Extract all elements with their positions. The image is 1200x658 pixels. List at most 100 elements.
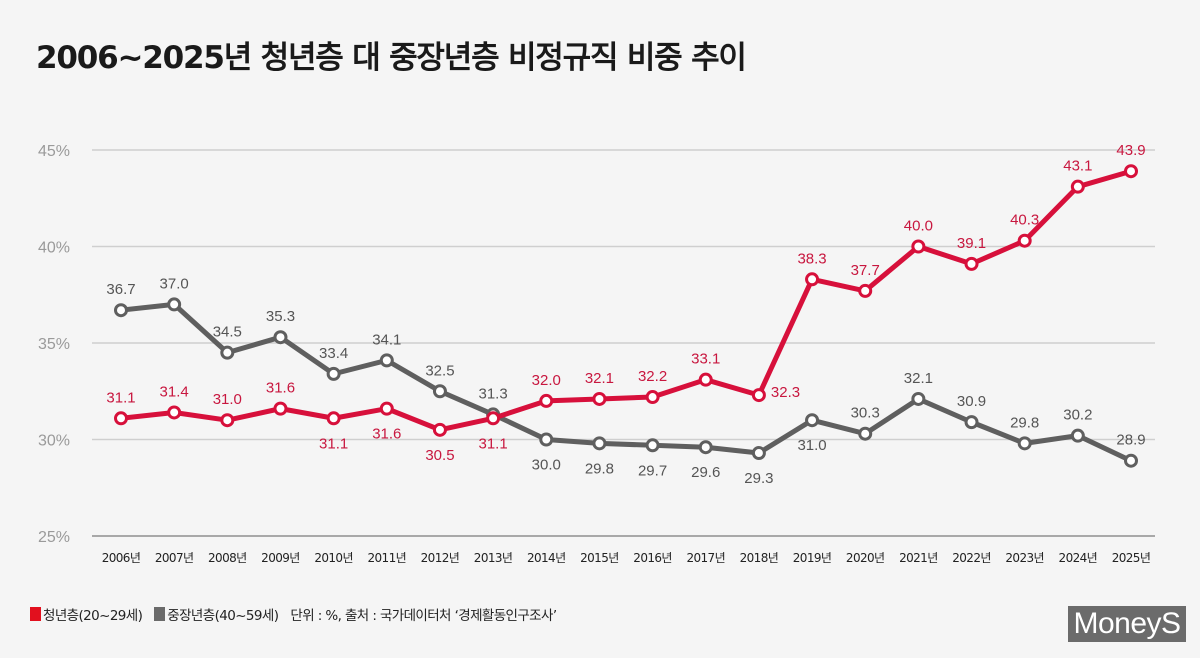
data-point-middle xyxy=(220,345,235,360)
data-point-youth xyxy=(379,401,394,416)
data-label-middle: 29.6 xyxy=(691,464,720,481)
data-label-youth: 40.3 xyxy=(1010,212,1039,229)
data-label-middle: 30.9 xyxy=(957,393,986,410)
data-label-youth: 40.0 xyxy=(904,218,933,235)
data-label-youth: 43.9 xyxy=(1116,142,1145,159)
series-line-middle xyxy=(120,301,1133,463)
data-label-middle: 28.9 xyxy=(1116,432,1145,449)
data-point-youth xyxy=(858,283,873,298)
data-point-youth xyxy=(114,411,128,426)
data-label-middle: 32.1 xyxy=(904,370,933,387)
data-point-middle xyxy=(911,391,926,406)
x-tick-label: 2015년 xyxy=(580,551,619,565)
data-label-middle: 34.5 xyxy=(213,324,242,341)
legend-item-middle: 중장년층(40~59세) xyxy=(154,604,279,624)
data-label-middle: 31.0 xyxy=(797,437,826,454)
gridlines xyxy=(92,149,1155,537)
x-tick-label: 2020년 xyxy=(846,551,885,565)
data-point-youth xyxy=(751,388,766,403)
data-point-middle xyxy=(379,353,394,368)
x-tick-label: 2011년 xyxy=(367,551,406,565)
data-point-middle xyxy=(645,438,660,453)
data-point-youth xyxy=(486,411,501,426)
data-point-youth xyxy=(326,411,341,426)
data-point-youth xyxy=(273,401,288,416)
data-point-youth xyxy=(539,393,554,408)
y-tick-label: 35% xyxy=(38,336,70,353)
data-label-middle: 29.3 xyxy=(744,470,773,487)
x-tick-label: 2022년 xyxy=(952,551,991,565)
data-point-youth xyxy=(805,272,820,287)
line-chart: 25% 30% 35% 40% 45% 2006년 2007년 2008년 2009년 2010… xyxy=(38,142,1155,565)
data-point-middle xyxy=(1124,453,1138,468)
data-label-youth: 31.6 xyxy=(372,426,401,443)
data-point-middle xyxy=(326,366,341,381)
data-label-youth: 39.1 xyxy=(957,235,986,252)
x-tick-label: 2017년 xyxy=(686,551,725,565)
chart-title: 2006~2025년 청년층 대 중장년층 비정규직 비중 추이 xyxy=(36,40,747,76)
data-point-youth xyxy=(432,422,447,437)
x-axis-ticks: 2006년 2007년 2008년 2009년 2010년 2011년 2012년 2013년… xyxy=(102,551,1151,565)
data-point-middle xyxy=(964,415,979,430)
data-label-youth: 30.5 xyxy=(425,447,454,464)
data-label-middle: 35.3 xyxy=(266,308,295,325)
data-label-middle: 36.7 xyxy=(106,281,135,298)
data-label-youth: 31.1 xyxy=(106,389,135,406)
data-label-middle: 30.0 xyxy=(532,457,561,474)
data-label-middle: 29.7 xyxy=(638,462,667,479)
x-tick-label: 2014년 xyxy=(527,551,566,565)
data-label-middle: 34.1 xyxy=(372,331,401,348)
data-label-youth: 37.7 xyxy=(851,262,880,279)
data-point-youth xyxy=(1017,233,1032,248)
data-point-middle xyxy=(592,436,607,451)
x-tick-label: 2010년 xyxy=(314,551,353,565)
data-point-middle xyxy=(1017,436,1032,451)
data-point-youth xyxy=(964,256,979,271)
data-label-youth: 32.3 xyxy=(771,384,800,401)
legend-label-youth: 청년층(20~29세) xyxy=(43,608,143,624)
x-tick-label: 2018년 xyxy=(740,551,779,565)
data-label-youth: 31.1 xyxy=(479,435,508,452)
x-tick-label: 2016년 xyxy=(633,551,672,565)
data-point-middle xyxy=(858,426,873,441)
series-youth xyxy=(114,164,1138,437)
x-tick-label: 2023년 xyxy=(1005,551,1044,565)
legend-label-middle: 중장년층(40~59세) xyxy=(167,608,279,624)
data-label-middle: 29.8 xyxy=(1010,414,1039,431)
data-point-middle xyxy=(167,297,182,312)
data-point-middle xyxy=(1070,428,1085,443)
data-point-youth xyxy=(645,390,660,405)
data-label-middle: 30.2 xyxy=(1063,407,1092,424)
data-point-middle xyxy=(432,384,447,399)
data-label-middle: 32.5 xyxy=(425,362,454,379)
series-line-youth xyxy=(120,168,1132,433)
data-label-youth: 31.4 xyxy=(160,383,189,400)
data-labels: 31.1 31.4 31.0 31.6 31.1 31.6 30.5 31.1 32.0 32.1… xyxy=(106,142,1145,487)
data-label-youth: 38.3 xyxy=(797,250,826,267)
data-point-middle xyxy=(114,303,128,318)
data-label-youth: 31.1 xyxy=(319,435,348,452)
y-tick-label: 40% xyxy=(38,240,70,257)
x-tick-label: 2021년 xyxy=(899,551,938,565)
data-label-middle: 31.3 xyxy=(479,385,508,402)
legend-swatch-middle xyxy=(154,607,166,621)
data-point-youth xyxy=(1070,179,1085,194)
data-point-youth xyxy=(1124,164,1138,179)
data-label-middle: 29.8 xyxy=(585,460,614,477)
data-label-youth: 32.1 xyxy=(585,370,614,387)
x-tick-label: 2019년 xyxy=(793,551,832,565)
data-label-middle: 30.3 xyxy=(851,405,880,422)
x-tick-label: 2025년 xyxy=(1112,551,1151,565)
y-tick-label: 45% xyxy=(38,143,70,160)
series xyxy=(114,164,1138,468)
data-label-youth: 33.1 xyxy=(691,351,720,368)
x-tick-label: 2013년 xyxy=(474,551,513,565)
x-tick-label: 2012년 xyxy=(421,551,460,565)
y-tick-label: 25% xyxy=(38,529,70,546)
data-label-youth: 32.0 xyxy=(532,372,561,389)
source-note: 단위 : %, 출처 : 국가데이터처 ‘경제활동인구조사’ xyxy=(290,608,557,624)
data-label-youth: 32.2 xyxy=(638,368,667,385)
x-tick-label: 2006년 xyxy=(102,551,141,565)
x-tick-label: 2009년 xyxy=(261,551,300,565)
data-label-middle: 33.4 xyxy=(319,345,348,362)
